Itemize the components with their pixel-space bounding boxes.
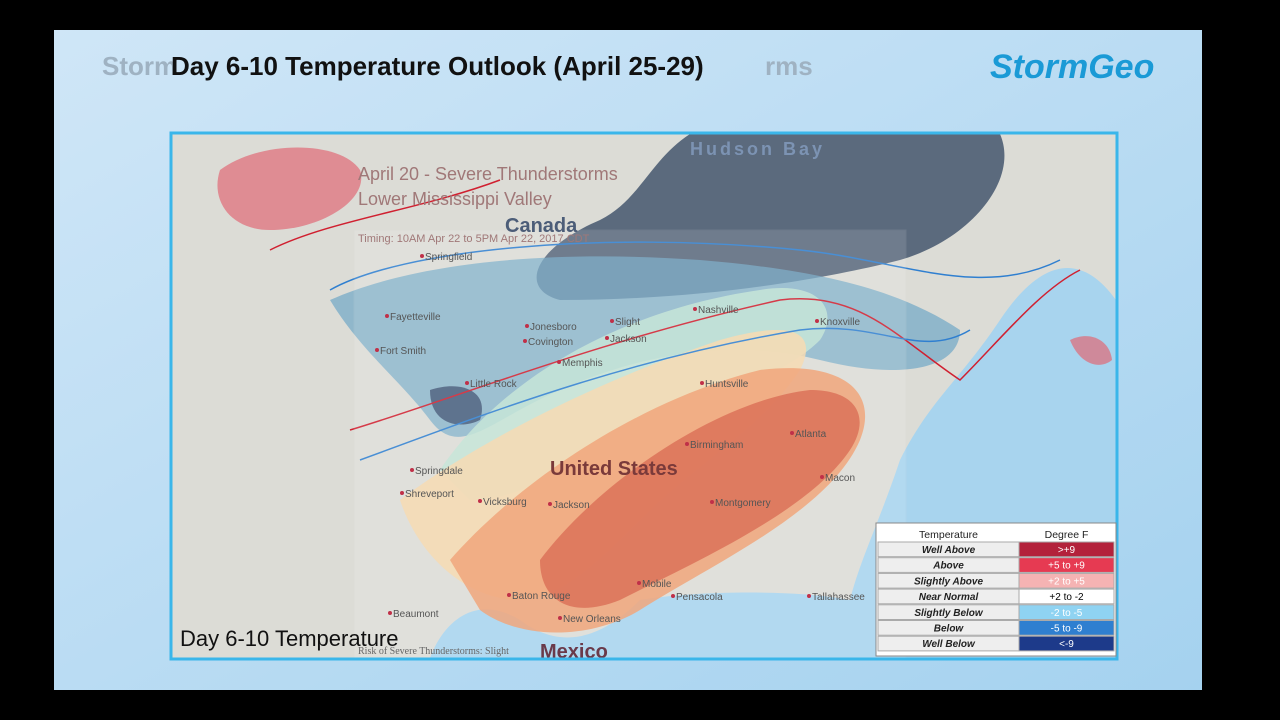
city-label: Springdale [415, 466, 463, 477]
legend-range: +5 to +9 [1048, 561, 1085, 572]
city-dot [637, 581, 641, 585]
ghost-region: Lower Mississippi Valley [358, 189, 552, 209]
city-label: Atlanta [795, 429, 827, 440]
legend-header: Temperature [919, 529, 978, 541]
city-dot [685, 442, 689, 446]
legend-swatch [1018, 572, 1115, 589]
city-dot [820, 475, 824, 479]
city-dot [507, 593, 511, 597]
city-dot [525, 324, 529, 328]
city-dot [605, 336, 609, 340]
legend-range: -5 to -9 [1051, 624, 1083, 635]
legend-range: -2 to -5 [1051, 608, 1083, 619]
city-label: Jackson [553, 500, 590, 511]
map-caption: Day 6-10 Temperature [180, 626, 399, 651]
city-dot [478, 499, 482, 503]
city-dot [410, 468, 414, 472]
country-label: United States [550, 458, 678, 480]
city-dot [548, 502, 552, 506]
city-label: Covington [528, 337, 573, 348]
legend-range: <-9 [1059, 639, 1074, 650]
legend-name: Near Normal [919, 592, 979, 603]
city-dot [558, 616, 562, 620]
legend-name: Below [934, 624, 965, 635]
ghost-timing: Timing: 10AM Apr 22 to 5PM Apr 22, 2017 … [358, 233, 590, 245]
city-label: Macon [825, 473, 855, 484]
legend-swatch [1018, 620, 1115, 636]
city-dot [375, 348, 379, 352]
title: Day 6-10 Temperature Outlook (April 25-2… [171, 51, 704, 81]
city-dot [700, 381, 704, 385]
city-label: Baton Rouge [512, 591, 571, 602]
ghost-risk: Risk of Severe Thunderstorms: Slight [358, 646, 509, 657]
city-dot [610, 319, 614, 323]
legend-range: >+9 [1058, 545, 1076, 556]
city-dot [557, 360, 561, 364]
city-dot [815, 319, 819, 323]
city-label: Montgomery [715, 498, 771, 509]
country-label: Canada [505, 215, 578, 237]
legend-swatch [1018, 541, 1115, 558]
legend-range: +2 to +5 [1048, 576, 1085, 587]
city-dot [523, 339, 527, 343]
legend-swatch [1018, 588, 1115, 605]
ghost-title: Storm [102, 51, 177, 81]
city-label: Fort Smith [380, 346, 426, 357]
city-dot [420, 254, 424, 258]
map: Hudson Bay April 20 - Severe Thunderstor… [172, 134, 1116, 663]
city-label: Nashville [698, 305, 739, 316]
city-dot [671, 594, 675, 598]
legend-range: +2 to -2 [1049, 592, 1084, 603]
city-dot [465, 381, 469, 385]
legend-swatch [1018, 604, 1115, 620]
legend-name: Slightly Below [914, 608, 984, 619]
ghost-title: rms [765, 51, 813, 81]
cities: Springfield Fayetteville Jonesboro Covingto… [375, 252, 865, 625]
legend-header: Degree F [1045, 529, 1089, 541]
city-label: Vicksburg [483, 497, 527, 508]
city-label: Jackson [610, 334, 647, 345]
legend-name: Well Above [922, 545, 976, 556]
city-label: Pensacola [676, 592, 723, 603]
city-dot [385, 314, 389, 318]
city-label: Memphis [562, 358, 603, 369]
city-dot [710, 500, 714, 504]
city-label: Jonesboro [530, 322, 577, 333]
map-frame [169, 131, 1119, 661]
legend-swatch [1018, 557, 1115, 573]
legend-name: Well Below [922, 639, 976, 650]
legend-name: Above [932, 561, 964, 572]
legend: Temperature Degree F Well Above >+9 Above +5 … [875, 522, 1117, 657]
city-dot [807, 594, 811, 598]
city-label: Tallahassee [812, 592, 865, 603]
city-label: Slight [615, 317, 640, 328]
city-dot [388, 611, 392, 615]
city-label: Birmingham [690, 440, 743, 451]
legend-name: Slightly Above [914, 576, 984, 587]
city-label: Beaumont [393, 609, 439, 620]
city-label: Knoxville [820, 317, 860, 328]
water-label: Hudson Bay [690, 139, 825, 159]
legend-swatch [1018, 635, 1115, 652]
city-dot [790, 431, 794, 435]
city-dot [400, 491, 404, 495]
city-label: Mobile [642, 579, 672, 590]
city-label: Little Rock [470, 379, 518, 390]
city-label: New Orleans [563, 614, 621, 625]
city-label: Huntsville [705, 379, 749, 390]
city-label: Shreveport [405, 489, 454, 500]
city-label: Fayetteville [390, 312, 441, 323]
city-dot [693, 307, 697, 311]
country-label: Mexico [540, 641, 608, 663]
city-label: Springfield [425, 252, 472, 263]
logo: StormGeo [990, 48, 1154, 86]
ghost-headline: April 20 - Severe Thunderstorms [358, 164, 618, 184]
